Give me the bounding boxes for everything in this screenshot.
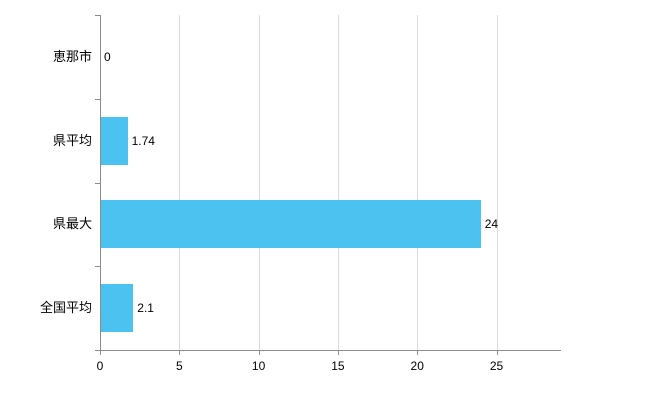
- x-tick-label: 10: [251, 359, 266, 373]
- x-tick-label: 5: [175, 359, 183, 373]
- x-tick-label: 20: [410, 359, 424, 373]
- value-label: 2.1: [137, 301, 154, 316]
- y-tick: [95, 98, 100, 100]
- gridline: [258, 15, 260, 350]
- gridline: [496, 15, 498, 350]
- plot-area: 0 1.74 24 2.1: [100, 15, 560, 350]
- x-tick: [337, 350, 339, 355]
- y-tick: [95, 350, 100, 351]
- category-label: 県平均: [52, 132, 92, 148]
- y-tick: [95, 266, 100, 268]
- x-tick: [179, 350, 181, 355]
- y-tick: [95, 15, 100, 16]
- gridline: [337, 15, 339, 350]
- category-label: 恵那市: [52, 48, 92, 64]
- x-tick-label: 25: [489, 359, 504, 373]
- x-tick: [100, 350, 101, 355]
- gridline: [179, 15, 181, 350]
- x-axis: [100, 350, 561, 351]
- y-tick: [95, 182, 100, 184]
- bar: [100, 284, 134, 333]
- value-label: 24: [484, 217, 499, 232]
- category-label: 県最大: [52, 216, 92, 232]
- value-label: 1.74: [131, 133, 155, 148]
- x-tick-label: 0: [96, 359, 104, 373]
- gridline: [417, 15, 419, 350]
- y-axis: [100, 15, 101, 351]
- value-label: 0: [104, 49, 111, 64]
- category-label: 全国平均: [39, 300, 92, 316]
- x-tick-label: 15: [331, 359, 345, 373]
- x-tick: [258, 350, 260, 355]
- bar: [100, 200, 481, 249]
- bar: [100, 116, 128, 165]
- x-tick: [496, 350, 498, 355]
- x-tick: [417, 350, 419, 355]
